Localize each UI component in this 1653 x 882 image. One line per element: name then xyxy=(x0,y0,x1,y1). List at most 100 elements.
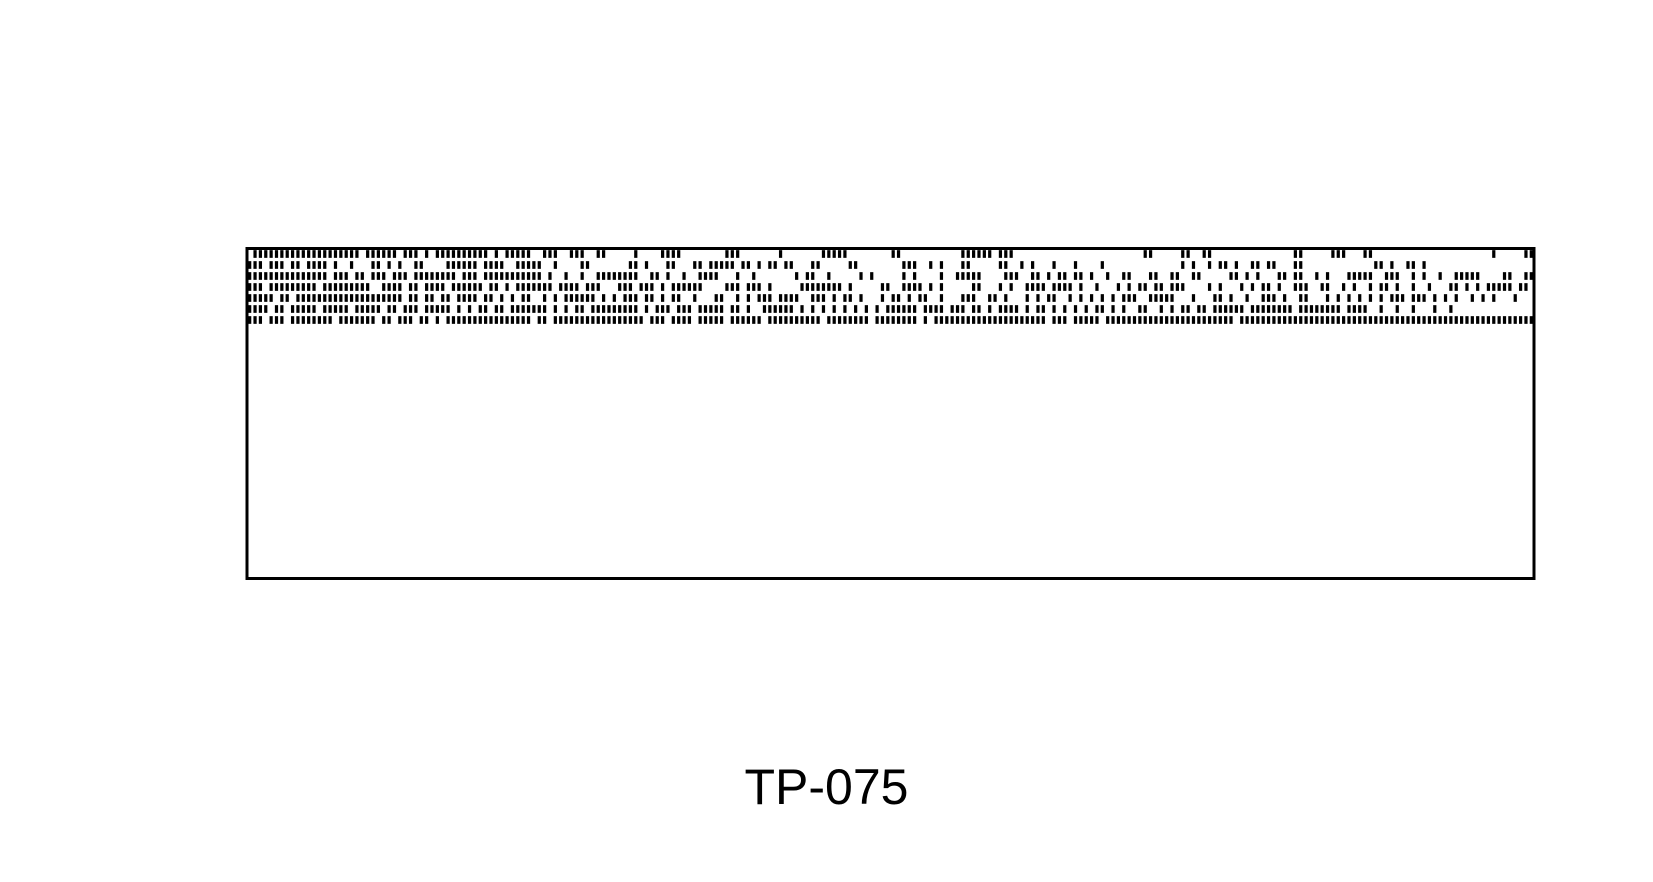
raster-mark xyxy=(1063,272,1067,280)
raster-mark xyxy=(982,250,986,258)
raster-mark xyxy=(296,316,300,324)
raster-mark xyxy=(307,283,311,291)
raster-mark xyxy=(360,283,364,291)
raster-mark xyxy=(821,283,826,291)
raster-mark xyxy=(1518,283,1523,291)
raster-mark xyxy=(473,250,477,258)
raster-mark xyxy=(655,316,659,324)
raster-mark xyxy=(939,283,944,291)
raster-mark xyxy=(1100,261,1104,269)
raster-mark xyxy=(988,294,992,302)
raster-mark xyxy=(467,305,472,313)
raster-mark xyxy=(1138,283,1142,291)
raster-mark xyxy=(687,316,692,324)
raster-mark xyxy=(360,294,364,302)
raster-mark xyxy=(494,261,498,269)
raster-mark xyxy=(1524,316,1528,324)
raster-mark xyxy=(1336,316,1340,324)
raster-mark xyxy=(768,316,772,324)
raster-mark xyxy=(1036,283,1040,291)
raster-mark xyxy=(425,283,429,291)
raster-mark xyxy=(1524,250,1528,258)
raster-mark xyxy=(1020,316,1024,324)
raster-mark xyxy=(719,316,724,324)
raster-mark xyxy=(580,305,584,313)
raster-mark xyxy=(998,261,1003,269)
raster-mark xyxy=(757,294,761,302)
raster-mark xyxy=(709,305,713,313)
raster-mark xyxy=(274,272,279,280)
raster-mark xyxy=(1315,316,1319,324)
raster-mark xyxy=(1379,261,1383,269)
raster-mark xyxy=(1256,305,1260,313)
raster-mark xyxy=(1148,294,1153,302)
raster-mark xyxy=(1368,316,1373,324)
raster-mark xyxy=(467,272,472,280)
raster-mark xyxy=(612,294,616,302)
raster-mark xyxy=(644,305,649,313)
raster-mark xyxy=(1073,305,1078,313)
raster-mark xyxy=(1159,316,1163,324)
raster-mark xyxy=(1352,283,1356,291)
raster-mark xyxy=(650,294,654,302)
raster-mark xyxy=(1122,272,1126,280)
raster-mark xyxy=(1465,272,1469,280)
raster-mark xyxy=(784,294,788,302)
plot-frame xyxy=(245,247,1536,580)
raster-mark xyxy=(1379,294,1383,302)
raster-mark xyxy=(1229,305,1233,313)
raster-mark xyxy=(1460,272,1464,280)
raster-mark xyxy=(1095,316,1099,324)
raster-mark xyxy=(553,305,557,313)
raster-mark xyxy=(500,272,504,280)
raster-mark xyxy=(408,294,413,302)
raster-mark xyxy=(628,283,633,291)
raster-mark xyxy=(1374,261,1378,269)
raster-mark xyxy=(1299,272,1303,280)
raster-mark xyxy=(1492,316,1496,324)
raster-mark xyxy=(360,272,364,280)
raster-mark xyxy=(510,250,515,258)
raster-mark xyxy=(441,294,445,302)
raster-mark xyxy=(612,305,616,313)
raster-mark xyxy=(703,305,708,313)
raster-mark xyxy=(1132,316,1137,324)
raster-mark xyxy=(307,250,311,258)
raster-mark xyxy=(398,294,402,302)
raster-mark xyxy=(451,250,456,258)
raster-mark xyxy=(939,316,944,324)
raster-mark xyxy=(280,294,284,302)
raster-mark xyxy=(580,294,584,302)
raster-mark xyxy=(366,294,370,302)
raster-mark xyxy=(677,305,681,313)
raster-mark xyxy=(435,305,439,313)
raster-mark xyxy=(966,294,970,302)
raster-mark xyxy=(618,316,622,324)
raster-mark xyxy=(248,316,252,324)
raster-mark xyxy=(1218,316,1222,324)
raster-mark xyxy=(323,272,327,280)
raster-mark xyxy=(784,316,788,324)
raster-mark xyxy=(1374,316,1378,324)
raster-mark xyxy=(494,316,498,324)
raster-mark xyxy=(634,250,638,258)
raster-mark xyxy=(1261,283,1265,291)
raster-mark xyxy=(296,250,300,258)
raster-mark xyxy=(591,294,595,302)
raster-mark xyxy=(1476,283,1480,291)
raster-mark xyxy=(1159,294,1163,302)
raster-mark xyxy=(1299,294,1303,302)
raster-mark xyxy=(1197,305,1201,313)
raster-mark xyxy=(1138,316,1142,324)
raster-mark xyxy=(1068,294,1072,302)
raster-mark xyxy=(800,316,804,324)
raster-mark xyxy=(1524,272,1528,280)
raster-mark xyxy=(446,316,450,324)
raster-mark xyxy=(1036,316,1040,324)
raster-mark xyxy=(462,316,466,324)
raster-mark xyxy=(982,316,986,324)
raster-mark xyxy=(1159,283,1163,291)
raster-mark xyxy=(875,305,879,313)
raster-mark xyxy=(462,272,466,280)
raster-mark xyxy=(961,305,965,313)
